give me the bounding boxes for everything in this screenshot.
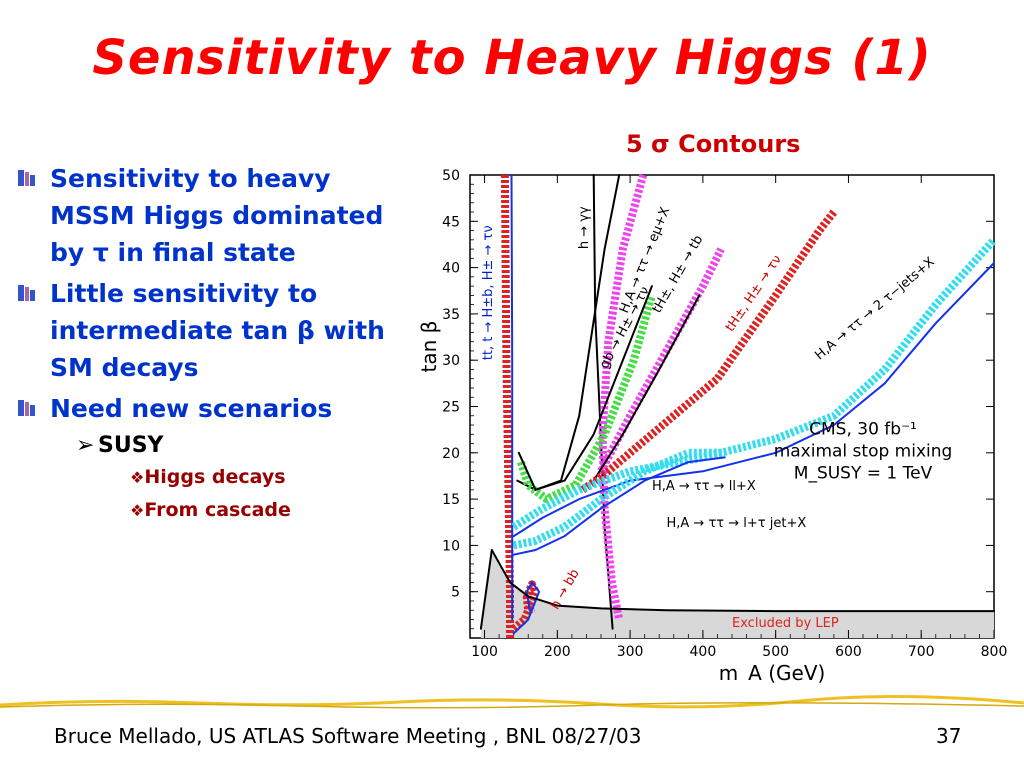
bullet-item: Need new scenarios (14, 390, 414, 427)
contour-annotation: H,A → ττ → l+τ jet+X (667, 516, 807, 531)
bullet-icon (18, 400, 35, 416)
contour-line (517, 294, 656, 504)
bullet-item: Sensitivity to heavy MSSM Higgs dominate… (14, 160, 414, 271)
contour-plot: 100 200 300 400 500 600 700 800 5 10 15 20 25 30 35 40 4… (418, 168, 1008, 683)
arrow-bullet-icon: ➢ (76, 433, 95, 458)
excluded-region (480, 550, 995, 638)
contour-annotation: H,A → ττ → ll+X (652, 479, 756, 494)
diamond-bullet-icon: ❖ (130, 468, 145, 487)
page-number: 37 (936, 724, 962, 748)
subsub-bullet-text: Higgs decays (144, 466, 286, 488)
contour-line (598, 173, 648, 621)
subsub-bullet-text: From cascade (144, 499, 291, 521)
x-axis-label: m_A (GeV) (719, 661, 826, 683)
diamond-bullet-icon: ❖ (130, 501, 145, 520)
contour-line (500, 174, 514, 638)
bullet-text: Little sensitivity to intermediate tan β… (50, 279, 385, 382)
contour-line (512, 262, 995, 538)
contour-annotation: h → γγ (577, 206, 592, 249)
y-tick-label: 5 (451, 585, 460, 601)
contour-line (511, 237, 997, 531)
y-tick-label: 25 (442, 400, 460, 416)
sub-bullet-text: SUSY (98, 433, 164, 458)
x-tick-label: 200 (544, 644, 571, 660)
subsub-bullet: ❖Higgs decays (130, 461, 414, 494)
contour-line (580, 209, 838, 494)
x-tick-label: 700 (908, 644, 935, 660)
contour-line (517, 285, 653, 491)
y-tick-label: 20 (442, 446, 460, 462)
footer-text: Bruce Mellado, US ATLAS Software Meeting… (54, 724, 642, 748)
x-tick-label: 100 (471, 644, 498, 660)
y-axis-label: tan β (418, 321, 441, 373)
y-tick-label: 10 (442, 538, 460, 554)
bullet-item: Little sensitivity to intermediate tan β… (14, 275, 414, 386)
contour-line (512, 448, 725, 550)
info-line: CMS, 30 fb⁻¹ (809, 419, 917, 439)
subsub-bullet: ❖From cascade (130, 494, 414, 527)
slide-title: Sensitivity to Heavy Higgs (1) (92, 30, 932, 86)
bullet-text: Need new scenarios (50, 394, 333, 423)
chart-title: 5 σ Contours (626, 130, 801, 158)
contour-line (597, 247, 725, 474)
contour-line (592, 294, 701, 482)
y-tick-label: 30 (442, 353, 460, 369)
contour-line (512, 456, 726, 556)
y-tick-label: 35 (442, 307, 460, 323)
x-tick-label: 300 (617, 644, 644, 660)
y-tick-label: 50 (442, 168, 460, 184)
bullet-text: Sensitivity to heavy MSSM Higgs dominate… (50, 164, 384, 267)
y-tick-label: 45 (442, 214, 460, 230)
bullet-icon (18, 285, 35, 301)
info-line: maximal stop mixing (774, 441, 953, 461)
plot-frame (469, 174, 995, 639)
y-tick-label: 15 (442, 492, 460, 508)
sub-bullet: ➢ SUSY (76, 431, 414, 461)
bullet-icon (18, 170, 35, 186)
x-tick-label: 400 (690, 644, 717, 660)
x-tick-label: 600 (835, 644, 862, 660)
y-tick-label: 40 (442, 261, 460, 277)
excluded-label: Excluded by LEP (732, 616, 839, 631)
contour-line (510, 174, 514, 621)
footer-divider (0, 694, 1024, 709)
contour-annotation: tt, t → H±b, H± → τν (481, 225, 496, 360)
contour-line (516, 174, 621, 491)
bullet-list: Sensitivity to heavy MSSM Higgs dominate… (14, 160, 414, 527)
contour-line (479, 549, 995, 630)
x-tick-label: 500 (762, 644, 789, 660)
info-line: M_SUSY = 1 TeV (794, 463, 933, 483)
x-tick-label: 800 (981, 644, 1008, 660)
